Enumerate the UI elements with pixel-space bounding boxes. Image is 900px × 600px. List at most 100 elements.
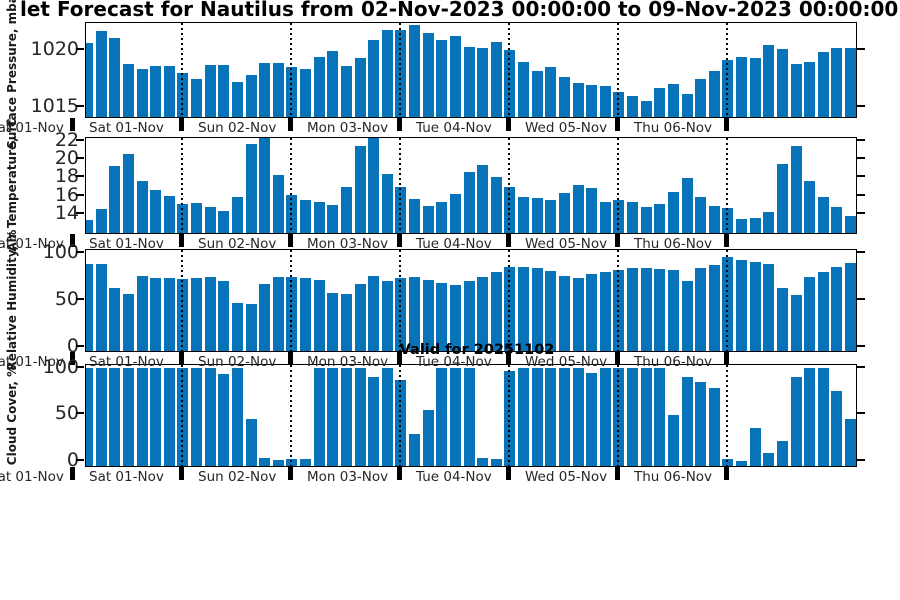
bar [477, 165, 489, 233]
bar [695, 78, 707, 117]
day-gridline [508, 365, 510, 466]
day-label: Thu 06-Nov [634, 354, 713, 370]
day-label: Sun 02-Nov [198, 120, 277, 136]
bar [354, 284, 366, 351]
cloud-cover-plot [85, 364, 857, 467]
bar [95, 209, 107, 233]
y-tick-label: 1015 [30, 94, 79, 117]
bar [572, 184, 584, 233]
y-tick-label: 20 [54, 147, 79, 169]
bar [381, 29, 393, 117]
day-tick-mark [179, 352, 184, 365]
bar [599, 86, 611, 117]
y-tick-mark [857, 297, 865, 300]
bar [790, 63, 802, 117]
bar [845, 419, 856, 466]
bar [776, 287, 788, 351]
bar [368, 138, 380, 233]
bar [667, 414, 679, 466]
bar [218, 64, 230, 117]
bar [490, 177, 502, 233]
y-tick-mark [76, 297, 84, 300]
bar [368, 40, 380, 117]
day-gridline [617, 365, 619, 466]
bar [313, 280, 325, 351]
bar [436, 283, 448, 351]
bar [163, 368, 175, 466]
bar [327, 51, 339, 117]
bar [109, 368, 121, 466]
bar [558, 275, 570, 351]
bar [817, 52, 829, 117]
bar [695, 268, 707, 351]
day-gridline [399, 250, 401, 351]
bar [422, 205, 434, 233]
day-tick-mark [70, 234, 75, 247]
bar [409, 434, 420, 466]
bar [749, 58, 761, 117]
bar [122, 368, 134, 466]
day-label: Sat 01-Nov [89, 120, 164, 136]
bar [749, 428, 761, 466]
bar [763, 452, 775, 466]
bar [245, 75, 257, 117]
bar [150, 278, 162, 351]
bar [163, 278, 175, 351]
bar [109, 37, 121, 117]
day-label: Wed 05-Nov [525, 469, 608, 485]
bar [313, 368, 325, 466]
bar [518, 61, 529, 117]
bar [654, 269, 666, 351]
day-tick-mark [179, 467, 184, 480]
bar [477, 277, 489, 351]
y-tick-mark [76, 412, 84, 415]
y-tick-mark [76, 175, 84, 178]
y-tick-label: 100 [42, 241, 79, 263]
bar [449, 35, 461, 117]
day-gridline [290, 365, 292, 466]
bar [640, 101, 652, 117]
day-gridline [617, 23, 619, 117]
y-tick-mark [76, 157, 84, 159]
day-gridline [726, 23, 728, 117]
bar [681, 178, 693, 233]
bar [150, 190, 162, 233]
bar [749, 217, 761, 233]
day-gridline [617, 250, 619, 351]
bar [259, 138, 271, 233]
day-label: Thu 06-Nov [634, 469, 713, 485]
bar [817, 271, 829, 351]
bar [817, 197, 829, 233]
bar [259, 284, 271, 351]
bar [86, 368, 93, 466]
y-tick-mark [857, 251, 865, 253]
bar [136, 275, 148, 351]
y-tick-mark [76, 193, 84, 196]
y-tick-mark [857, 193, 865, 196]
day-tick-mark [615, 467, 620, 480]
day-label: Wed 05-Nov [525, 236, 608, 252]
bar [300, 278, 311, 351]
day-tick-mark [288, 467, 293, 480]
day-tick-mark [724, 352, 729, 365]
bar [558, 368, 570, 466]
bar [300, 69, 311, 117]
valid-date-annotation: Valid for 20251102 [399, 342, 555, 358]
y-tick-mark [857, 138, 865, 141]
bar [586, 273, 598, 351]
bar [531, 70, 543, 117]
y-tick-label: 50 [54, 402, 79, 425]
bar [804, 180, 816, 233]
bar [531, 198, 543, 233]
day-label: Tue 04-Nov [416, 469, 492, 485]
bar [545, 67, 557, 117]
y-tick-mark [76, 138, 84, 141]
bar [422, 280, 434, 351]
y-tick-mark [857, 175, 865, 178]
bar [340, 187, 352, 233]
bar [531, 368, 543, 466]
bar [831, 391, 843, 466]
bar [790, 377, 802, 466]
day-label: Thu 06-Nov [634, 236, 713, 252]
bar [150, 66, 162, 117]
